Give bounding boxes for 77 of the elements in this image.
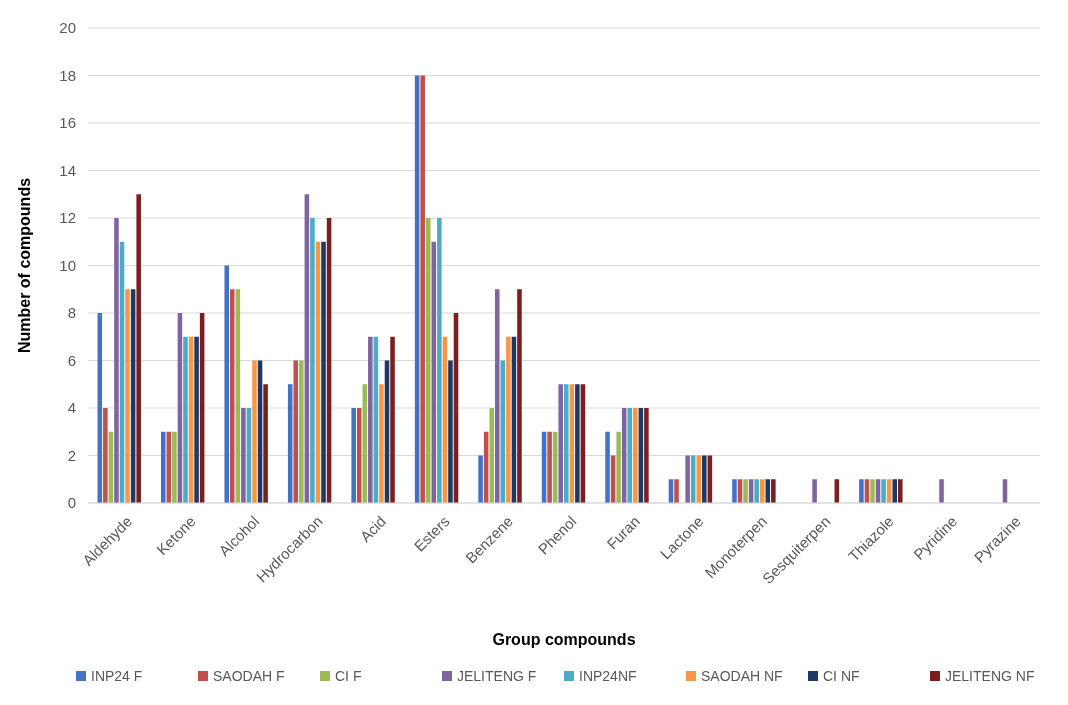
legend-label: INP24 F — [91, 667, 143, 684]
bar — [172, 431, 177, 503]
legend-label: JELITENG NF — [945, 667, 1035, 684]
bar — [114, 218, 119, 503]
bar — [870, 479, 875, 503]
y-tick-label: 20 — [59, 19, 76, 37]
bar — [897, 479, 903, 503]
y-tick-label: 0 — [67, 494, 76, 512]
legend-label: SAODAH NF — [701, 667, 783, 684]
bar — [517, 289, 522, 503]
bar — [252, 360, 257, 503]
bar — [575, 384, 580, 503]
bar — [732, 479, 737, 503]
bar — [859, 479, 864, 503]
bar — [241, 408, 246, 503]
bar — [674, 479, 679, 503]
bar — [321, 241, 326, 503]
bar — [230, 289, 235, 503]
bar — [351, 408, 356, 503]
bar — [194, 336, 199, 503]
y-tick-label: 14 — [59, 161, 76, 179]
y-tick-label: 4 — [67, 399, 76, 417]
bar — [605, 431, 610, 503]
bar — [478, 455, 483, 503]
bar — [224, 265, 230, 503]
bar — [892, 479, 897, 503]
y-axis-title: Number of compounds — [16, 177, 33, 354]
bar — [812, 479, 817, 503]
legend-label: CI NF — [823, 667, 860, 684]
legend-label: SAODAH F — [213, 667, 285, 684]
bar — [379, 384, 384, 503]
legend-label: JELITENG F — [457, 667, 537, 684]
bar — [547, 431, 552, 503]
bar — [494, 289, 500, 503]
y-tick-label: 12 — [59, 209, 76, 227]
bar — [310, 218, 315, 503]
x-axis-title: Group compounds — [492, 631, 636, 648]
bar — [702, 455, 707, 503]
bar — [489, 408, 494, 503]
y-tick-label: 2 — [67, 446, 76, 464]
bar — [881, 479, 886, 503]
bar — [448, 360, 453, 503]
bar — [103, 408, 108, 503]
bar — [627, 408, 633, 503]
bar — [183, 336, 188, 503]
y-tick-label: 8 — [67, 304, 76, 322]
bar — [299, 360, 304, 503]
bar — [685, 455, 690, 503]
bar — [633, 408, 638, 503]
bar — [160, 431, 166, 503]
bar — [390, 336, 395, 503]
bar — [759, 479, 765, 503]
bar — [939, 479, 944, 503]
bar — [771, 479, 776, 503]
y-tick-label: 6 — [67, 351, 76, 369]
bar — [420, 75, 425, 503]
legend-label: CI F — [335, 667, 362, 684]
bar — [558, 384, 563, 503]
y-tick-label: 10 — [59, 256, 76, 274]
bar — [136, 194, 141, 503]
bar — [754, 479, 759, 503]
bar — [263, 384, 268, 503]
bar — [425, 218, 431, 503]
bar — [125, 289, 130, 503]
bar — [696, 455, 702, 503]
bar — [743, 479, 748, 503]
bar — [437, 218, 442, 503]
bar — [616, 431, 621, 503]
bar — [644, 408, 649, 503]
bar — [293, 360, 299, 503]
y-tick-label: 18 — [59, 66, 76, 84]
legend-label: INP24NF — [579, 667, 637, 684]
bar — [564, 384, 569, 503]
bar — [506, 336, 511, 503]
bar — [362, 384, 368, 503]
y-tick-label: 16 — [59, 114, 76, 132]
bar — [368, 336, 373, 503]
